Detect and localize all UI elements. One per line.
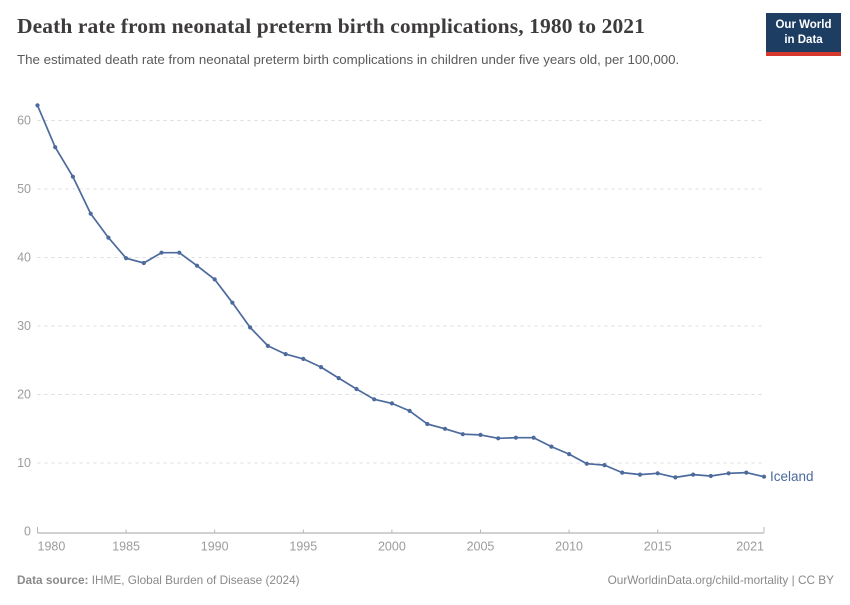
page-title: Death rate from neonatal preterm birth c…	[17, 14, 646, 38]
data-point[interactable]	[212, 277, 217, 282]
data-point[interactable]	[159, 250, 164, 255]
data-point[interactable]	[673, 475, 678, 480]
data-point[interactable]	[584, 461, 589, 466]
y-axis-tick-label: 50	[17, 182, 31, 196]
data-point[interactable]	[602, 463, 607, 468]
data-point[interactable]	[620, 470, 625, 475]
owid-logo-line1: Our World	[775, 19, 832, 31]
data-point[interactable]	[354, 386, 359, 392]
data-point[interactable]	[478, 432, 483, 437]
owid-logo[interactable]: Our World in Data	[766, 13, 841, 56]
data-point[interactable]	[248, 325, 253, 330]
owid-logo-line2: in Data	[784, 33, 823, 46]
y-axis-tick-label: 20	[17, 388, 31, 402]
data-point[interactable]	[194, 263, 200, 268]
data-point[interactable]	[230, 300, 235, 305]
data-point[interactable]	[106, 235, 111, 240]
owid-logo-accent-bar	[766, 51, 841, 56]
x-axis-tick-label: 2021	[736, 540, 764, 554]
data-point[interactable]	[88, 211, 93, 216]
data-point[interactable]	[283, 352, 288, 357]
data-source-label: Data source:	[17, 573, 89, 587]
x-axis-tick-label: 1980	[38, 540, 66, 554]
data-point[interactable]	[425, 421, 430, 427]
data-point[interactable]	[726, 471, 731, 476]
data-point[interactable]	[744, 470, 749, 475]
y-axis-tick-label: 30	[17, 319, 31, 333]
data-point[interactable]	[496, 436, 501, 441]
data-point[interactable]	[124, 256, 129, 261]
y-axis-tick-label: 60	[17, 114, 31, 128]
series-end-label: Iceland	[770, 469, 814, 484]
data-point[interactable]	[531, 435, 536, 440]
data-point[interactable]	[389, 401, 394, 406]
series-line	[36, 104, 765, 479]
owid-logo-text: Our World in Data	[766, 13, 841, 52]
x-axis-tick-label: 1995	[289, 540, 317, 554]
data-point[interactable]	[407, 408, 412, 413]
data-point[interactable]	[265, 343, 270, 348]
data-point[interactable]	[637, 472, 643, 477]
data-point[interactable]	[336, 376, 341, 381]
chart-subtitle: The estimated death rate from neonatal p…	[17, 52, 680, 67]
data-point[interactable]	[708, 473, 713, 479]
y-axis-tick-label: 0	[24, 525, 31, 539]
x-axis-tick-label: 1990	[201, 540, 229, 554]
data-point[interactable]	[35, 103, 40, 108]
data-point[interactable]	[372, 397, 377, 402]
data-source-value: IHME, Global Burden of Disease (2024)	[88, 573, 300, 587]
data-point[interactable]	[549, 444, 554, 449]
chart-footer: Data source: IHME, Global Burden of Dise…	[17, 573, 834, 587]
data-point[interactable]	[318, 365, 324, 370]
data-point[interactable]	[655, 471, 660, 476]
data-point[interactable]	[442, 426, 448, 431]
data-point[interactable]	[567, 452, 572, 457]
x-axis-tick-label: 2000	[378, 540, 406, 554]
data-point[interactable]	[691, 472, 696, 477]
data-source: Data source: IHME, Global Burden of Dise…	[17, 573, 300, 587]
data-point[interactable]	[53, 145, 58, 150]
data-point[interactable]	[141, 260, 146, 266]
x-axis-tick-label: 2010	[555, 540, 583, 554]
x-axis-tick-label: 2015	[644, 540, 672, 554]
data-point[interactable]	[460, 432, 465, 437]
data-point[interactable]	[513, 435, 519, 440]
x-axis-tick-label: 1985	[112, 540, 140, 554]
y-axis-tick-label: 10	[17, 456, 31, 470]
footer-link[interactable]: OurWorldinData.org/child-mortality | CC …	[607, 573, 834, 587]
data-point[interactable]	[70, 174, 75, 179]
x-axis-tick-label: 2005	[467, 540, 495, 554]
data-point[interactable]	[177, 250, 182, 255]
data-point[interactable]	[761, 474, 767, 479]
data-point[interactable]	[301, 356, 306, 361]
y-axis-tick-label: 40	[17, 251, 31, 265]
